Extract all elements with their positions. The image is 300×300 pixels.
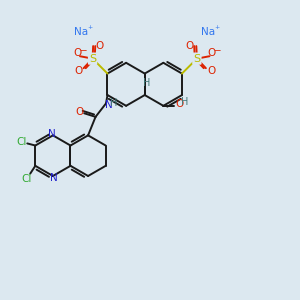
Text: Cl: Cl <box>22 174 32 184</box>
Text: −: − <box>213 45 220 54</box>
Text: O: O <box>208 48 216 58</box>
Text: H: H <box>142 77 150 88</box>
Text: Na: Na <box>201 27 215 37</box>
Text: H: H <box>110 98 118 107</box>
Text: O: O <box>186 41 194 51</box>
Text: N: N <box>48 129 56 139</box>
Text: Cl: Cl <box>16 136 27 147</box>
Text: O: O <box>76 107 84 117</box>
Text: O: O <box>176 99 184 109</box>
Text: N: N <box>50 173 57 183</box>
Text: N: N <box>105 100 113 110</box>
Text: O: O <box>207 66 215 76</box>
Text: S: S <box>193 54 200 64</box>
Text: ⁺: ⁺ <box>87 25 92 35</box>
Text: H: H <box>181 97 188 107</box>
Text: Na: Na <box>74 27 88 37</box>
Text: −: − <box>79 45 86 54</box>
Text: O: O <box>96 41 104 51</box>
Text: S: S <box>89 54 96 64</box>
Text: O: O <box>74 48 82 58</box>
Text: ⁺: ⁺ <box>214 25 219 35</box>
Text: O: O <box>74 66 82 76</box>
